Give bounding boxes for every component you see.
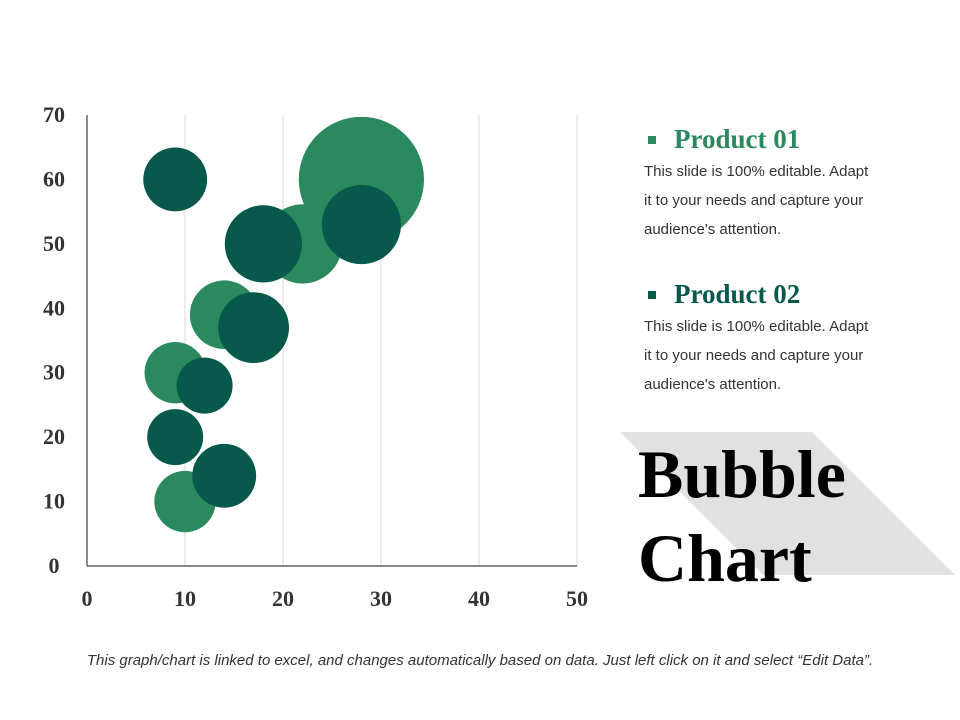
legend-title: Product 01 <box>674 124 801 154</box>
legend-heading-product-01: Product 01 <box>644 124 894 155</box>
y-tick-label: 60 <box>43 166 65 191</box>
bubble <box>143 147 208 212</box>
x-tick-label: 0 <box>82 586 93 611</box>
description-line: audience's attention. <box>644 221 782 238</box>
x-tick-label: 20 <box>272 586 294 611</box>
y-tick-label: 20 <box>43 424 65 449</box>
x-tick-label: 50 <box>566 586 588 611</box>
title-backdrop <box>620 432 955 575</box>
description-line: audience's attention. <box>644 376 782 393</box>
bubble <box>192 443 257 508</box>
y-tick-label: 40 <box>43 295 65 320</box>
y-tick-label: 50 <box>43 231 65 256</box>
tick-labels: 0 10 20 30 40 50 0 10 20 30 40 50 60 70 <box>43 102 588 611</box>
x-tick-label: 30 <box>370 586 392 611</box>
square-bullet-icon <box>648 290 656 299</box>
description-line: This slide is 100% editable. Adapt <box>644 163 869 180</box>
description-line: it to your needs and capture your <box>644 347 864 364</box>
x-tick-label: 40 <box>468 586 490 611</box>
bubble <box>218 292 290 364</box>
bubble <box>176 357 233 414</box>
slide-title-line: Chart <box>638 520 812 596</box>
legend-heading-product-02: Product 02 <box>644 279 894 310</box>
bubble <box>224 205 302 283</box>
bubble <box>321 184 401 265</box>
bubble <box>147 409 204 466</box>
y-tick-label: 70 <box>43 102 65 127</box>
legend-product-02: Product 02 This slide is 100% editable. … <box>644 279 894 399</box>
footer-note: This graph/chart is linked to excel, and… <box>86 652 874 669</box>
legend-description: This slide is 100% editable. Adapt it to… <box>644 157 894 244</box>
y-tick-label: 10 <box>43 489 65 514</box>
legend-product-01: Product 01 This slide is 100% editable. … <box>644 124 894 244</box>
legend-title: Product 02 <box>674 279 801 309</box>
x-tick-label: 10 <box>174 586 196 611</box>
square-bullet-icon <box>648 135 656 144</box>
slide-title-line: Bubble <box>638 436 846 512</box>
y-tick-label: 0 <box>49 553 60 578</box>
y-tick-label: 30 <box>43 360 65 385</box>
description-line: This slide is 100% editable. Adapt <box>644 318 869 335</box>
bubbles <box>143 116 425 533</box>
description-line: it to your needs and capture your <box>644 192 864 209</box>
slide-title: Bubble Chart <box>638 432 846 600</box>
legend-description: This slide is 100% editable. Adapt it to… <box>644 312 894 399</box>
axes <box>86 115 577 567</box>
